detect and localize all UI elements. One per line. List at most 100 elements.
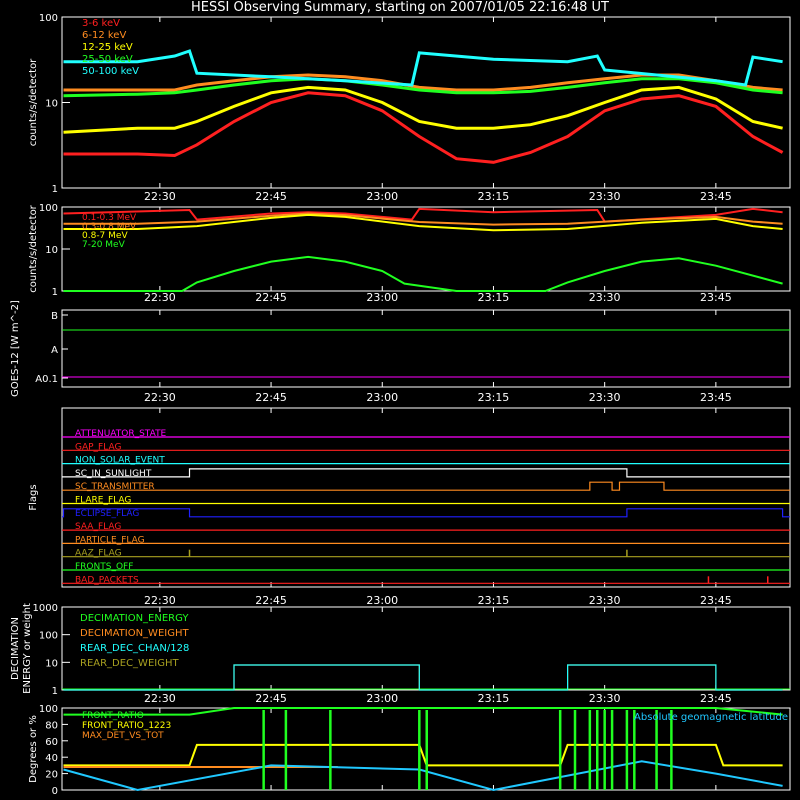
flag-line-eclipse-flag [62, 508, 790, 518]
panel-5-ytick-label: 10 [45, 658, 58, 669]
time-tick-label: 22:30 [144, 291, 176, 304]
time-tick-label: 22:45 [255, 692, 287, 705]
legend-0-8-7-mev: 0.8-7 MeV [82, 231, 128, 241]
time-tick-label: 23:00 [366, 190, 398, 203]
time-tick-label: 23:45 [700, 391, 732, 404]
panel-6-ytick-label: 40 [45, 753, 58, 764]
legend-decimation-energy: DECIMATION_ENERGY [80, 613, 189, 624]
flag-label-sc-in-sunlight: SC_IN_SUNLIGHT [75, 469, 152, 479]
time-tick-label: 23:45 [700, 594, 732, 607]
flag-label-fronts-off: FRONTS_OFF [75, 562, 133, 572]
time-tick-label: 23:00 [366, 692, 398, 705]
legend-3-6-kev: 3-6 keV [82, 18, 120, 29]
time-tick-label: 22:30 [144, 692, 176, 705]
series-absolute-geomagnetic-latitude-line [63, 760, 783, 792]
panel-6-ytick-label: 80 [45, 720, 58, 731]
panel-3-ylabel: GOES-12 [W m^-2] [10, 300, 21, 397]
panel-1-ylabel: counts/s/detector [28, 58, 39, 146]
panel-6-ytick-label: 20 [45, 770, 58, 781]
panel-6-ytick-label: 60 [45, 737, 58, 748]
time-tick-label: 23:45 [700, 692, 732, 705]
time-tick-label: 23:30 [589, 190, 621, 203]
time-tick-label: 22:30 [144, 190, 176, 203]
panel-5-ylabel-line2: ENERGY or weight [22, 603, 33, 694]
panel-6-ylabel: Degrees or % [28, 715, 39, 783]
panel-3-ytick-label: A0.1 [35, 374, 58, 385]
time-tick-label: 23:15 [478, 190, 510, 203]
time-tick-label: 22:30 [144, 594, 176, 607]
legend-front-ratio: FRONT_RATIO [82, 711, 144, 721]
flag-line-sc-in-sunlight [62, 468, 790, 478]
panel-5-ytick-label: 1 [52, 686, 58, 697]
series-6-12-kev-line [63, 73, 783, 92]
panel-1-frame [61, 16, 791, 189]
legend-7-20-mev: 7-20 MeV [82, 240, 126, 250]
series-7-20-mev-line [63, 255, 783, 292]
panel-6-ytick-label: 100 [39, 704, 58, 715]
flag-label-non-solar-event: NON_SOLAR_EVENT [75, 456, 165, 466]
series-0-8-7-mev-line [63, 213, 783, 232]
time-tick-label: 23:00 [366, 594, 398, 607]
flag-label-aaz-flag: AAZ_FLAG [75, 549, 122, 559]
flag-label-sc-transmitter: SC_TRANSMITTER [75, 482, 155, 492]
flag-label-bad-packets: BAD_PACKETS [75, 575, 139, 585]
time-tick-label: 23:15 [478, 692, 510, 705]
panel-2-ytick-label: 10 [45, 245, 58, 256]
series-front-ratio-line [63, 707, 783, 716]
legend-50-100-kev: 50-100 keV [82, 66, 139, 77]
legend-front-ratio-1223: FRONT_RATIO_1223 [82, 721, 171, 731]
panel-5-ytick-label: 100 [39, 631, 58, 642]
time-tick-label: 23:45 [700, 291, 732, 304]
panel-3-ytick-label: A [51, 345, 58, 356]
series-rear-dec-chan-128-line [63, 664, 783, 691]
time-tick-label: 23:15 [478, 594, 510, 607]
panel-5-ylabel-line1: DECIMATION [10, 617, 21, 680]
legend-12-25-kev: 12-25 keV [82, 42, 133, 53]
panel-5-ytick-label: 1000 [33, 603, 58, 614]
time-tick-label: 23:15 [478, 391, 510, 404]
panel-6-ytick-label: 0 [52, 786, 58, 797]
legend-rear-dec-weight: REAR_DEC_WEIGHT [80, 658, 179, 669]
flag-label-attenuator-state: ATTENUATOR_STATE [75, 429, 167, 439]
panel-3-ytick-label: B [51, 311, 58, 322]
panel-2-frame [61, 206, 791, 292]
time-tick-label: 22:45 [255, 291, 287, 304]
legend-0-1-0-3-mev: 0.1-0.3 MeV [82, 213, 137, 223]
legend-decimation-weight: DECIMATION_WEIGHT [80, 628, 189, 639]
figure-title: HESSI Observing Summary, starting on 200… [191, 0, 609, 15]
time-tick-label: 22:45 [255, 190, 287, 203]
panel-4-frame [61, 407, 791, 588]
series-50-100-kev-line [63, 49, 783, 87]
panel-4-ylabel: Flags [28, 484, 39, 510]
time-tick-label: 23:00 [366, 291, 398, 304]
panel-2-ytick-label: 1 [52, 287, 58, 298]
flag-label-flare-flag: FLARE_FLAG [75, 496, 131, 506]
flag-label-particle-flag: PARTICLE_FLAG [75, 535, 145, 545]
series-12-25-kev-line [63, 85, 783, 134]
series-25-50-kev-line [63, 77, 783, 98]
legend-25-50-kev: 25-50 keV [82, 54, 133, 65]
panel-1-ytick-label: 10 [45, 99, 58, 110]
flag-label-gap-flag: GAP_FLAG [75, 442, 121, 452]
legend-max-det-vs-tot: MAX_DET_VS_TOT [82, 731, 164, 741]
series-0-3-0-8-mev-line [63, 212, 783, 226]
time-tick-label: 22:45 [255, 391, 287, 404]
panel-2-ylabel: counts/s/detector [28, 204, 39, 292]
series-front-ratio-1223-line [63, 743, 783, 767]
time-tick-label: 23:30 [589, 291, 621, 304]
flag-label-eclipse-flag: ECLIPSE_FLAG [75, 509, 139, 519]
time-tick-label: 22:45 [255, 594, 287, 607]
time-tick-label: 23:00 [366, 391, 398, 404]
time-tick-label: 23:30 [589, 391, 621, 404]
time-tick-label: 23:45 [700, 190, 732, 203]
panel-2-ytick-label: 100 [39, 203, 58, 214]
legend-0-3-0-8-mev: 0.3-0.8 MeV [82, 222, 137, 232]
flag-label-saa-flag: SAA_FLAG [75, 522, 121, 532]
flag-line-sc-transmitter [62, 481, 790, 491]
time-tick-label: 22:30 [144, 391, 176, 404]
time-tick-label: 23:30 [589, 594, 621, 607]
geomagnetic-latitude-annotation: Absolute geomagnetic latitude [634, 712, 788, 723]
time-tick-label: 23:15 [478, 291, 510, 304]
